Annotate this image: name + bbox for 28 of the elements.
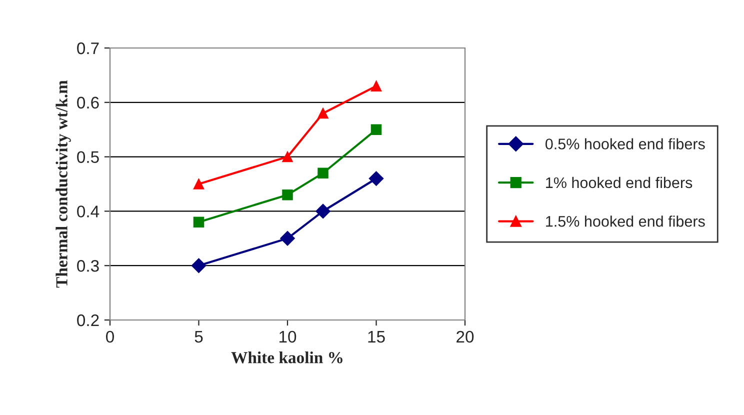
point [193, 216, 204, 228]
y-tick-label: 0.5 [77, 151, 99, 164]
x-tick-label: 20 [456, 330, 474, 343]
y-tick-label: 0.6 [77, 96, 99, 109]
point [193, 178, 204, 190]
legend-label: 1.5% hooked end fibers [546, 216, 705, 227]
y-tick-label: 0.2 [77, 314, 99, 326]
legend-label: 1% hooked end fibers [546, 176, 692, 188]
point [282, 151, 293, 162]
point [191, 258, 206, 273]
point [318, 108, 328, 119]
x-tick-label: 15 [368, 331, 385, 343]
y-tick-label: 0.4 [77, 206, 100, 218]
x-axis-title: White kaolin % [231, 352, 342, 364]
y-axis-title: Thermal conductivity wt/k.m [56, 80, 71, 288]
legend-label: 0.5% hooked end fibers [545, 138, 705, 150]
point [282, 190, 293, 200]
x-tick-label: 5 [194, 331, 203, 343]
y-tick-label: 0.3 [77, 260, 99, 272]
x-tick-label: 0 [106, 330, 114, 343]
point [280, 231, 295, 246]
point [318, 168, 328, 178]
point [370, 124, 382, 135]
point [370, 80, 382, 92]
point [368, 171, 384, 186]
y-tick-label: 0.7 [77, 42, 99, 54]
point [316, 204, 330, 219]
x-tick-label: 10 [280, 330, 296, 343]
